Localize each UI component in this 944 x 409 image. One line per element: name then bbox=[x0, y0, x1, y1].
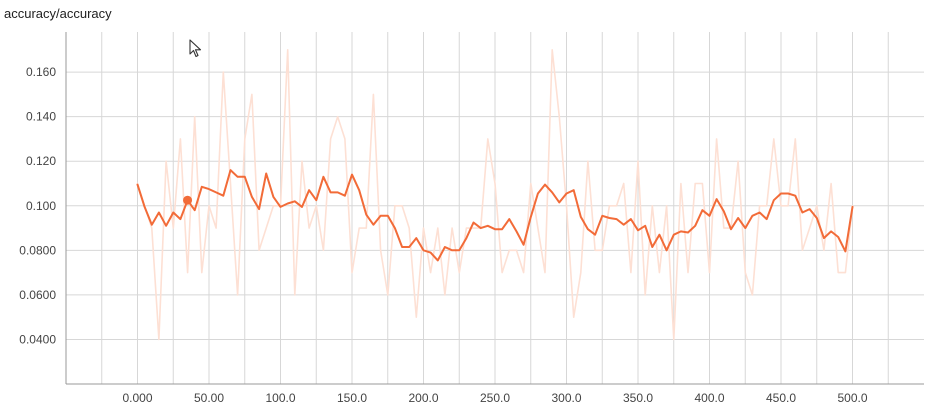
y-tick-label: 0.120 bbox=[26, 154, 56, 168]
axes bbox=[65, 32, 924, 385]
highlight-marker-layer bbox=[183, 195, 193, 205]
x-tick-label: 50.00 bbox=[194, 391, 224, 405]
y-tick-label: 0.140 bbox=[26, 110, 56, 124]
y-tick-label: 0.160 bbox=[26, 65, 56, 79]
y-tick-label: 0.0600 bbox=[19, 288, 56, 302]
mouse-pointer-icon bbox=[189, 39, 202, 58]
x-tick-label: 200.0 bbox=[408, 391, 438, 405]
highlight-point-marker bbox=[183, 195, 193, 205]
x-tick-label: 100.0 bbox=[265, 391, 295, 405]
y-tick-labels: 0.0400 0.0600 0.0800 0.100 0.120 0.140 0.160 bbox=[19, 65, 56, 346]
x-tick-label: 450.0 bbox=[766, 391, 796, 405]
chart-title: accuracy/accuracy bbox=[4, 6, 112, 21]
x-tick-label: 250.0 bbox=[480, 391, 510, 405]
y-tick-label: 0.0800 bbox=[19, 243, 56, 257]
x-tick-labels: 0.000 50.00 100.0 150.0 200.0 250.0 300.0 350.0… bbox=[122, 391, 867, 405]
x-tick-label: 0.000 bbox=[122, 391, 152, 405]
x-tick-label: 400.0 bbox=[694, 391, 724, 405]
smoothed-series-line bbox=[136, 169, 854, 262]
y-tick-label: 0.100 bbox=[26, 199, 56, 213]
y-tick-label: 0.0400 bbox=[19, 332, 56, 346]
x-tick-label: 500.0 bbox=[837, 391, 867, 405]
raw-series-line bbox=[136, 48, 854, 341]
x-tick-label: 150.0 bbox=[337, 391, 367, 405]
x-tick-label: 300.0 bbox=[551, 391, 581, 405]
x-tick-label: 350.0 bbox=[623, 391, 653, 405]
series-lines bbox=[136, 48, 854, 341]
